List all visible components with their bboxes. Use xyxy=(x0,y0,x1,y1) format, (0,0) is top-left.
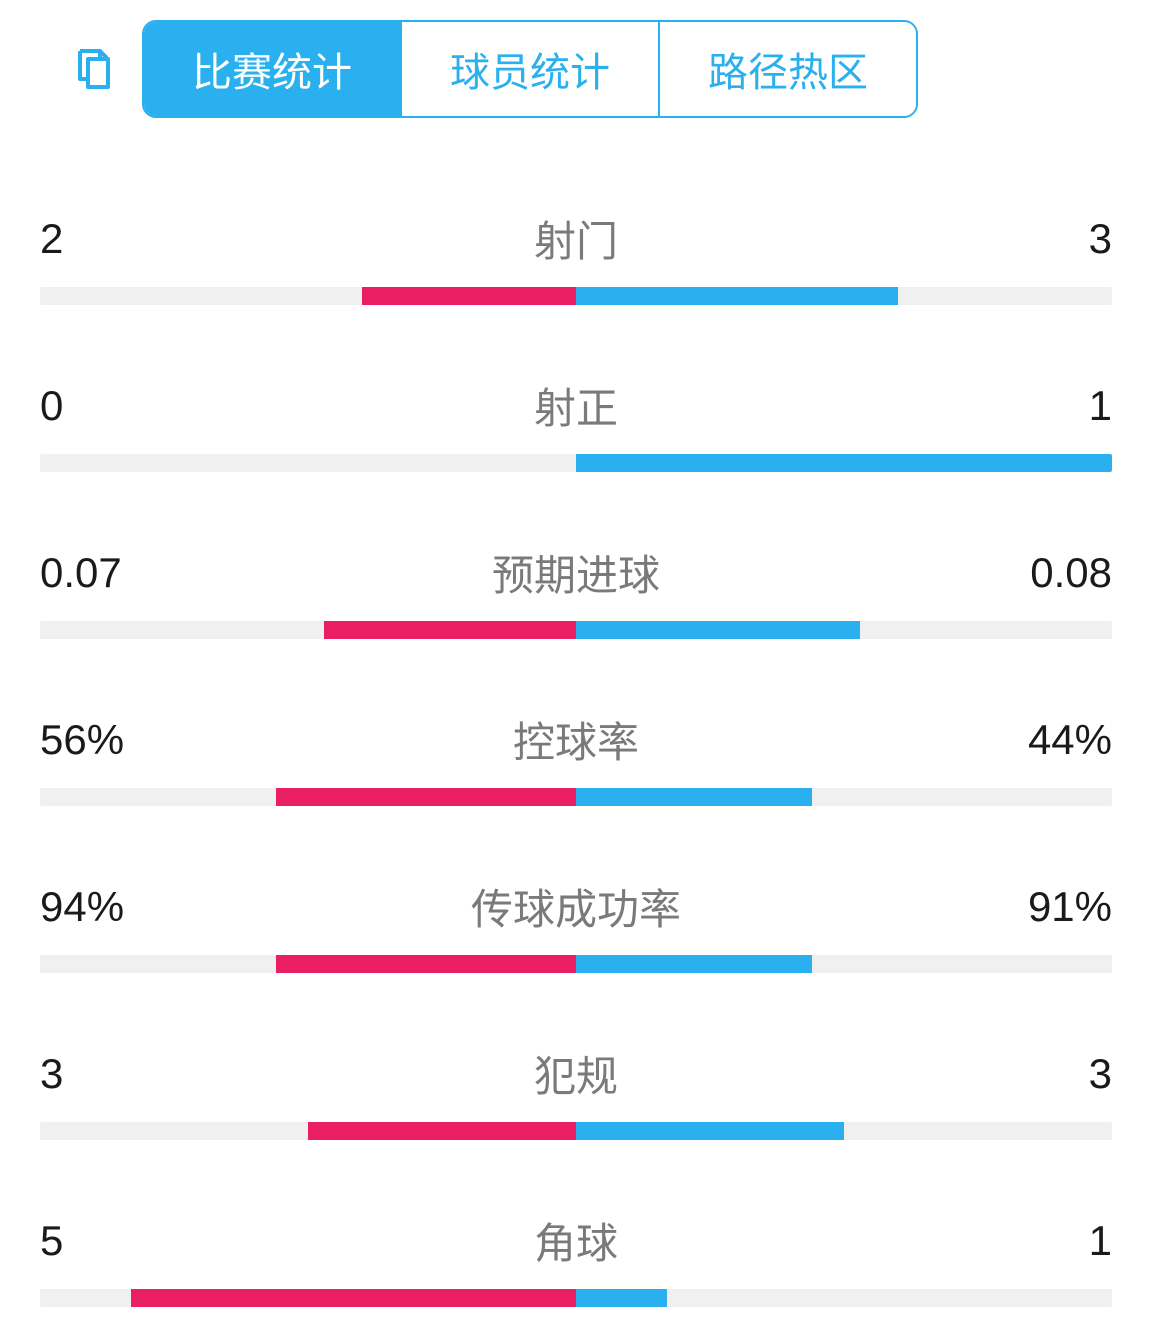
stat-value-left: 5 xyxy=(40,1217,160,1265)
stat-bar-left-half xyxy=(40,1122,576,1140)
stat-bar-right-fill xyxy=(576,1289,667,1307)
stat-bar-right-half xyxy=(576,1289,1112,1307)
stat-value-left: 56% xyxy=(40,716,160,764)
stat-row: 5角球1 xyxy=(40,1210,1112,1307)
stat-row: 0.07预期进球0.08 xyxy=(40,542,1112,639)
stat-value-right: 3 xyxy=(992,1050,1112,1098)
stat-bar-left-fill xyxy=(276,788,576,806)
stat-bar xyxy=(40,621,1112,639)
stat-name: 射正 xyxy=(160,375,992,436)
tab-player-stats[interactable]: 球员统计 xyxy=(402,22,660,116)
stat-value-left: 94% xyxy=(40,883,160,931)
stat-bar-right-half xyxy=(576,454,1112,472)
stat-value-right: 1 xyxy=(992,1217,1112,1265)
stat-bar-right-fill xyxy=(576,621,860,639)
stat-bar xyxy=(40,1289,1112,1307)
stat-bar-left-fill xyxy=(308,1122,576,1140)
stat-row: 94%传球成功率91% xyxy=(40,876,1112,973)
stat-labels: 56%控球率44% xyxy=(40,709,1112,770)
stat-name: 控球率 xyxy=(160,709,992,770)
stat-bar-right-half xyxy=(576,1122,1112,1140)
tab-heatmap[interactable]: 路径热区 xyxy=(660,22,916,116)
stat-bar-left-half xyxy=(40,955,576,973)
stat-name: 犯规 xyxy=(160,1043,992,1104)
stat-bar-right-half xyxy=(576,955,1112,973)
stat-value-right: 44% xyxy=(992,716,1112,764)
stat-value-right: 91% xyxy=(992,883,1112,931)
stat-bar-right-half xyxy=(576,287,1112,305)
stat-bar-left-fill xyxy=(362,287,576,305)
stat-labels: 3犯规3 xyxy=(40,1043,1112,1104)
stat-bar xyxy=(40,1122,1112,1140)
stat-bar-right-half xyxy=(576,621,1112,639)
stat-row: 3犯规3 xyxy=(40,1043,1112,1140)
stat-row: 2射门3 xyxy=(40,208,1112,305)
stat-value-right: 1 xyxy=(992,382,1112,430)
stat-bar-right-fill xyxy=(576,454,1112,472)
stat-bar-left-half xyxy=(40,1289,576,1307)
stats-list: 2射门30射正10.07预期进球0.0856%控球率44%94%传球成功率91%… xyxy=(40,208,1112,1307)
stat-bar-right-fill xyxy=(576,955,812,973)
stat-bar-left-half xyxy=(40,788,576,806)
copy-icon[interactable] xyxy=(70,45,118,93)
stat-name: 角球 xyxy=(160,1210,992,1271)
stat-bar-left-half xyxy=(40,454,576,472)
stat-labels: 0射正1 xyxy=(40,375,1112,436)
stat-bar-left-half xyxy=(40,287,576,305)
stat-name: 射门 xyxy=(160,208,992,269)
stat-bar xyxy=(40,287,1112,305)
stat-labels: 0.07预期进球0.08 xyxy=(40,542,1112,603)
stat-bar-left-fill xyxy=(276,955,576,973)
stat-value-right: 3 xyxy=(992,215,1112,263)
stat-row: 0射正1 xyxy=(40,375,1112,472)
stat-name: 传球成功率 xyxy=(160,876,992,937)
stat-bar xyxy=(40,454,1112,472)
stat-bar-left-half xyxy=(40,621,576,639)
stat-bar-right-fill xyxy=(576,287,898,305)
stat-bar xyxy=(40,955,1112,973)
stat-value-left: 0 xyxy=(40,382,160,430)
stat-value-left: 3 xyxy=(40,1050,160,1098)
stat-labels: 2射门3 xyxy=(40,208,1112,269)
stat-bar-right-fill xyxy=(576,788,812,806)
tab-match-stats[interactable]: 比赛统计 xyxy=(144,22,402,116)
stat-bar-left-fill xyxy=(131,1289,576,1307)
stats-header: 比赛统计 球员统计 路径热区 xyxy=(40,20,1112,118)
stat-bar xyxy=(40,788,1112,806)
stat-bar-right-half xyxy=(576,788,1112,806)
stat-bar-right-fill xyxy=(576,1122,844,1140)
stat-labels: 94%传球成功率91% xyxy=(40,876,1112,937)
stat-value-right: 0.08 xyxy=(992,549,1112,597)
stat-bar-left-fill xyxy=(324,621,576,639)
stats-tabs: 比赛统计 球员统计 路径热区 xyxy=(142,20,918,118)
stat-value-left: 2 xyxy=(40,215,160,263)
stat-value-left: 0.07 xyxy=(40,549,160,597)
stat-labels: 5角球1 xyxy=(40,1210,1112,1271)
stat-row: 56%控球率44% xyxy=(40,709,1112,806)
stat-name: 预期进球 xyxy=(160,542,992,603)
